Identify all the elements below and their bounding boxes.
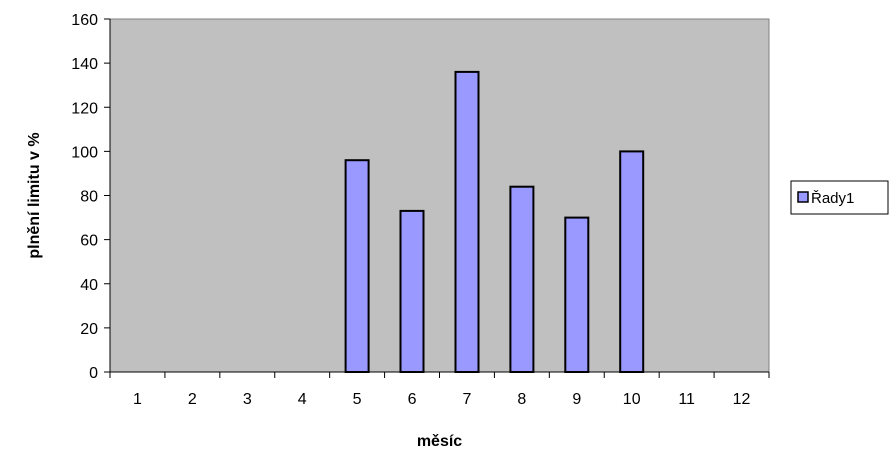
x-tick-label: 9: [572, 391, 581, 408]
x-axis-title: měsíc: [417, 433, 462, 450]
bar-5: [344, 159, 370, 373]
bar-6: [399, 209, 425, 373]
y-axis-title: plnění limitu v %: [26, 132, 43, 258]
y-tick-label: 120: [71, 100, 98, 117]
y-tick-label: 100: [71, 144, 98, 161]
y-tick-label: 160: [71, 12, 98, 29]
x-tick-label: 10: [623, 391, 641, 408]
legend-swatch: [797, 191, 809, 203]
x-tick-label: 11: [678, 391, 695, 408]
x-tick-label: 5: [353, 391, 362, 408]
legend-label: Řady1: [811, 190, 854, 207]
x-tick-label: 6: [408, 391, 417, 408]
bar-7: [454, 70, 480, 374]
bar-10: [619, 150, 645, 373]
y-tick-label: 40: [80, 277, 98, 294]
y-tick-label: 0: [89, 365, 98, 382]
y-tick-label: 140: [71, 56, 98, 73]
plot-area: [109, 18, 770, 373]
bars-group: [344, 70, 645, 374]
x-tick-label: 3: [243, 391, 252, 408]
x-tick-label: 8: [517, 391, 526, 408]
y-tick-label: 80: [80, 189, 98, 206]
bar-9: [564, 216, 590, 373]
x-tick-label: 12: [733, 391, 751, 408]
x-tick-label: 1: [133, 391, 142, 408]
y-tick-label: 60: [80, 233, 98, 250]
x-tick-label: 4: [298, 391, 307, 408]
x-tick-label: 2: [188, 391, 197, 408]
x-tick-label: 7: [463, 391, 472, 408]
y-tick-label: 20: [80, 321, 98, 338]
legend: Řady1: [790, 180, 889, 215]
bar-8: [509, 185, 535, 373]
